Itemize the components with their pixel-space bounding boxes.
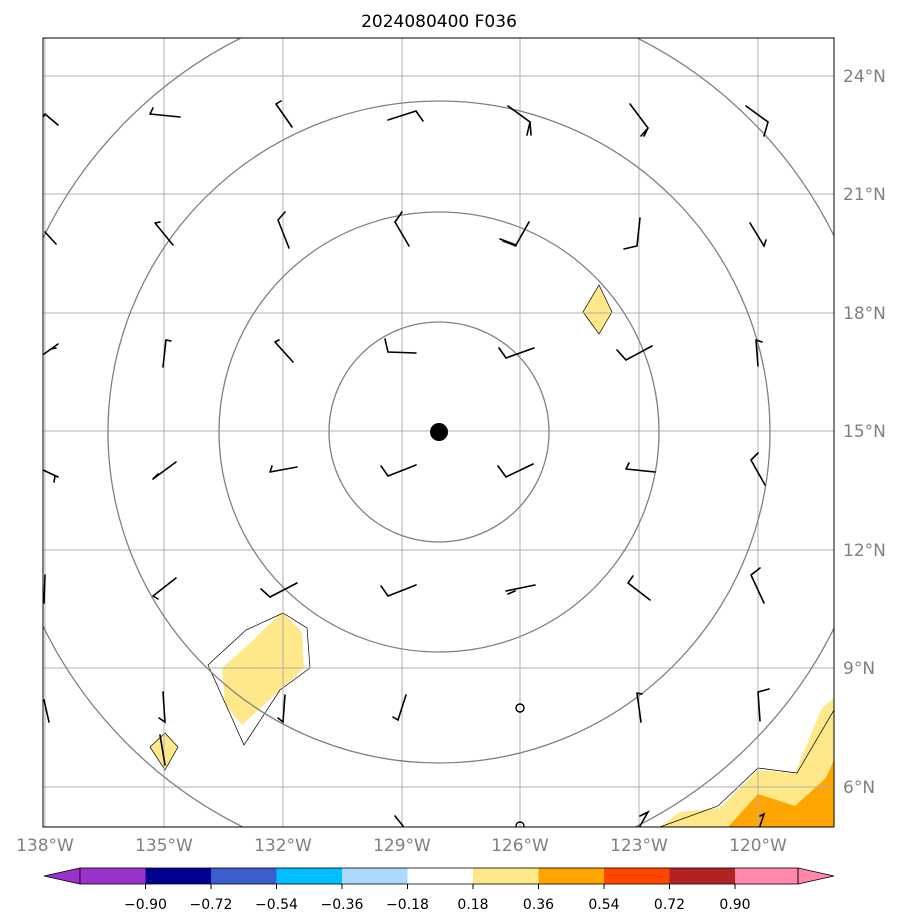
range-ring-2 (218, 211, 660, 653)
colorbar-tick-label: −0.36 (321, 897, 364, 913)
colorbar: −0.90 −0.72 −0.54 −0.36 −0.18 0.18 0.36 … (43, 867, 835, 913)
lon-tick-label: 129°W (373, 836, 431, 856)
region-southwest-large-outline (207, 612, 311, 746)
filled-regions (149, 284, 834, 827)
colorbar-segment (473, 868, 539, 884)
lat-tick-labels: 24°N 21°N 18°N 15°N 12°N 9°N 6°N (843, 67, 886, 798)
colorbar-tick-label: 0.54 (588, 897, 619, 913)
lon-tick-label: 132°W (254, 836, 312, 856)
lon-tick-label: 135°W (135, 836, 193, 856)
lon-tick-label: 120°W (729, 836, 787, 856)
lat-tick-label: 15°N (843, 422, 886, 442)
colorbar-tick-label: −0.72 (190, 897, 233, 913)
region-southeast-corner-inner (728, 760, 834, 827)
colorbar-segment (145, 868, 211, 884)
lat-tick-label: 9°N (843, 659, 875, 679)
colorbar-segment (407, 868, 473, 884)
lat-tick-label: 18°N (843, 304, 886, 324)
wind-barbs (43, 100, 770, 827)
colorbar-segment (604, 868, 670, 884)
colorbar-frame (79, 867, 799, 885)
colorbar-tick-label: 0.72 (654, 897, 685, 913)
colorbar-segment (538, 868, 604, 884)
center-marker (430, 423, 448, 441)
region-southeast-corner-outer (660, 698, 834, 827)
colorbar-segment (211, 868, 277, 884)
lon-tick-label: 123°W (610, 836, 668, 856)
gridlines (43, 38, 834, 827)
colorbar-segment (342, 868, 408, 884)
colorbar-segment (80, 868, 146, 884)
lat-tick-label: 12°N (843, 541, 886, 561)
map-frame (42, 37, 835, 828)
colorbar-segment (276, 868, 342, 884)
colorbar-extend-high (797, 867, 835, 885)
map-title: 2024080400 F036 (361, 12, 517, 32)
map-axes-content (43, 38, 834, 827)
lat-tick-label: 6°N (843, 778, 875, 798)
colorbar-tick-label: −0.18 (386, 897, 429, 913)
range-ring-1 (328, 321, 550, 543)
range-rings (43, 38, 834, 827)
colorbar-segment (669, 868, 735, 884)
lon-tick-labels: 138°W 135°W 132°W 129°W 126°W 123°W 120°… (16, 836, 787, 856)
lon-tick-label: 138°W (16, 836, 74, 856)
region-northeast-small (582, 284, 613, 335)
colorbar-tick-label: −0.90 (124, 897, 167, 913)
colorbar-tick-label: 0.36 (523, 897, 554, 913)
lat-tick-label: 21°N (843, 185, 886, 205)
colorbar-extend-low (43, 867, 81, 885)
colorbar-tick-label: −0.54 (255, 897, 298, 913)
lon-tick-label: 126°W (491, 836, 549, 856)
range-ring-3 (107, 100, 771, 764)
colorbar-segment (735, 868, 798, 884)
colorbar-tick-label: 0.90 (719, 897, 750, 913)
lat-tick-label: 24°N (843, 67, 886, 87)
colorbar-tick-label: 0.18 (457, 897, 488, 913)
